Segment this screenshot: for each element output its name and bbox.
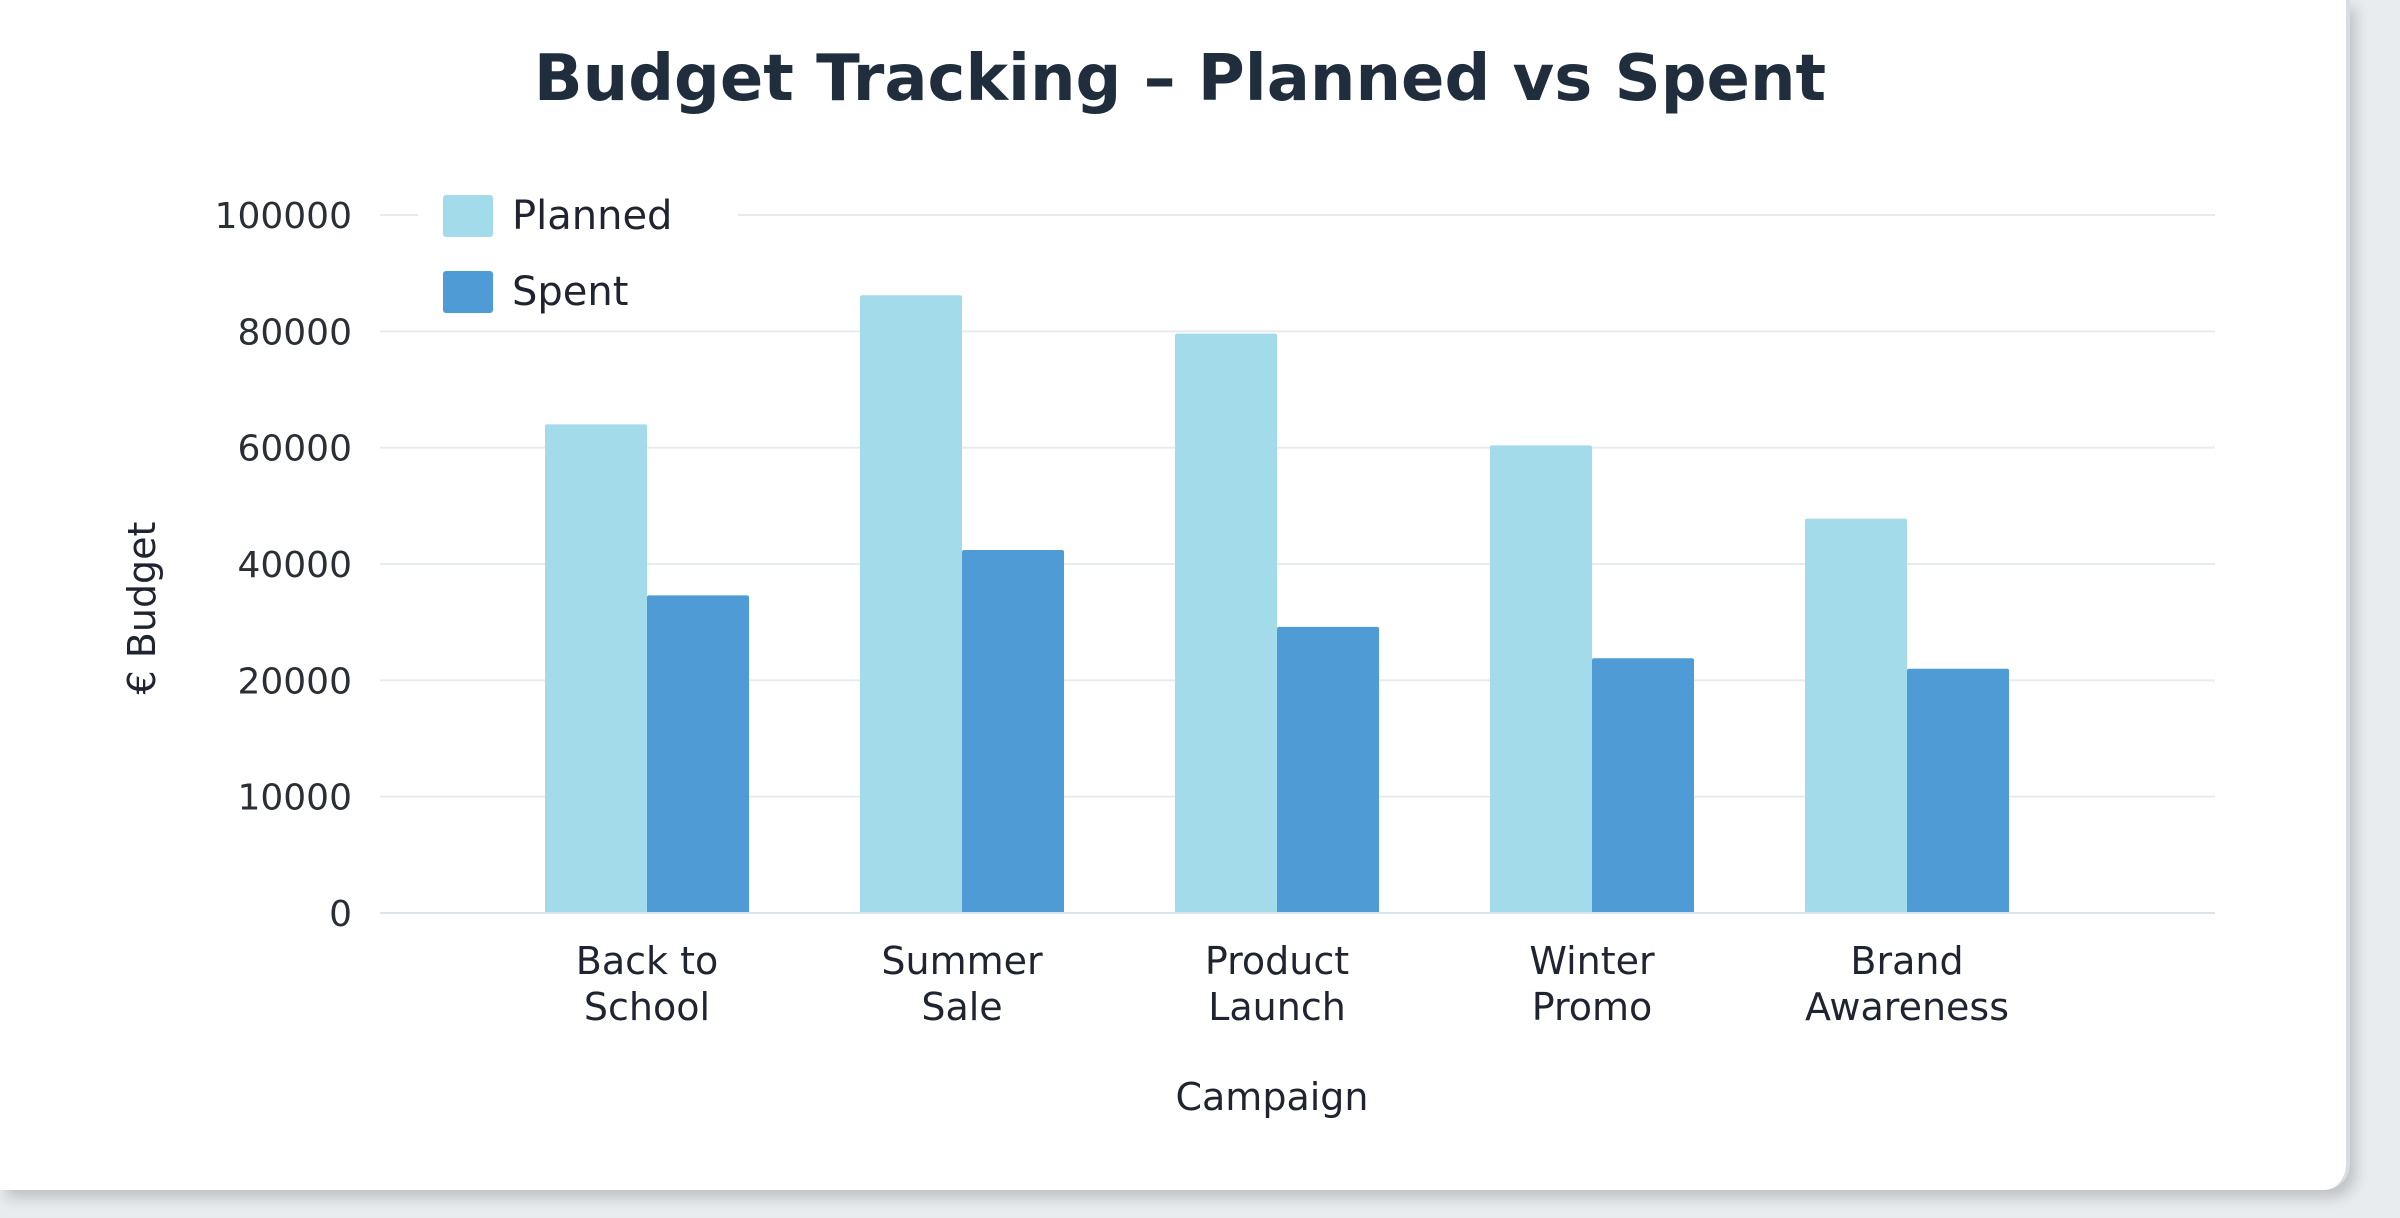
legend-label: Planned xyxy=(512,193,672,239)
y-tick-label: 0 xyxy=(329,894,352,935)
x-category-label-line: Winter xyxy=(1529,939,1655,983)
x-category-label-line: School xyxy=(584,985,710,1029)
bar-spent xyxy=(1592,658,1694,913)
x-category-label: Back to School xyxy=(576,939,718,1029)
bar-spent xyxy=(647,595,749,913)
x-category-label-line: Back to xyxy=(576,939,718,983)
legend-swatch-planned xyxy=(443,195,493,237)
legend: Planned Spent xyxy=(418,170,738,330)
bar-planned xyxy=(1175,333,1277,913)
bar-planned xyxy=(860,295,962,913)
y-tick-label: 20000 xyxy=(237,661,352,702)
x-axis-title: Campaign xyxy=(1175,1075,1368,1119)
y-tick-label: 10000 xyxy=(237,778,352,819)
y-axis-ticks: 0 10000 20000 40000 60000 80000 100000 xyxy=(215,196,352,935)
x-category-label-line: Promo xyxy=(1532,985,1653,1029)
x-category-label: Product Launch xyxy=(1205,939,1349,1029)
y-tick-label: 80000 xyxy=(237,312,352,353)
x-category-label-line: Launch xyxy=(1208,985,1346,1029)
x-category-label-line: Product xyxy=(1205,939,1349,983)
x-category-label-line: Awareness xyxy=(1805,985,2009,1029)
bar-spent xyxy=(962,550,1064,913)
bar-planned xyxy=(1490,445,1592,913)
y-axis-title: € Budget xyxy=(120,522,164,695)
legend-swatch-spent xyxy=(443,271,493,313)
x-axis-categories: Back to School Summer Sale Product Launch Wint… xyxy=(576,939,2009,1029)
bar-planned xyxy=(545,424,647,913)
chart-card: Budget Tracking – Planned vs Spent 0 1000… xyxy=(0,0,2350,1190)
bar-spent xyxy=(1277,626,1379,913)
bar-chart: Budget Tracking – Planned vs Spent 0 1000… xyxy=(120,42,2215,1119)
y-tick-label: 100000 xyxy=(215,196,352,237)
legend-label: Spent xyxy=(512,269,628,315)
bar-spent xyxy=(1907,668,2009,913)
y-tick-label: 40000 xyxy=(237,545,352,586)
x-category-label: Brand Awareness xyxy=(1805,939,2009,1029)
chart-title: Budget Tracking – Planned vs Spent xyxy=(534,42,1826,116)
x-category-label: Winter Promo xyxy=(1529,939,1655,1029)
x-category-label-line: Sale xyxy=(921,985,1002,1029)
bars xyxy=(545,295,2009,913)
x-category-label-line: Summer xyxy=(881,939,1043,983)
x-category-label: Summer Sale xyxy=(881,939,1043,1029)
y-tick-label: 60000 xyxy=(237,429,352,470)
x-category-label-line: Brand xyxy=(1850,939,1963,983)
bar-planned xyxy=(1805,518,1907,913)
